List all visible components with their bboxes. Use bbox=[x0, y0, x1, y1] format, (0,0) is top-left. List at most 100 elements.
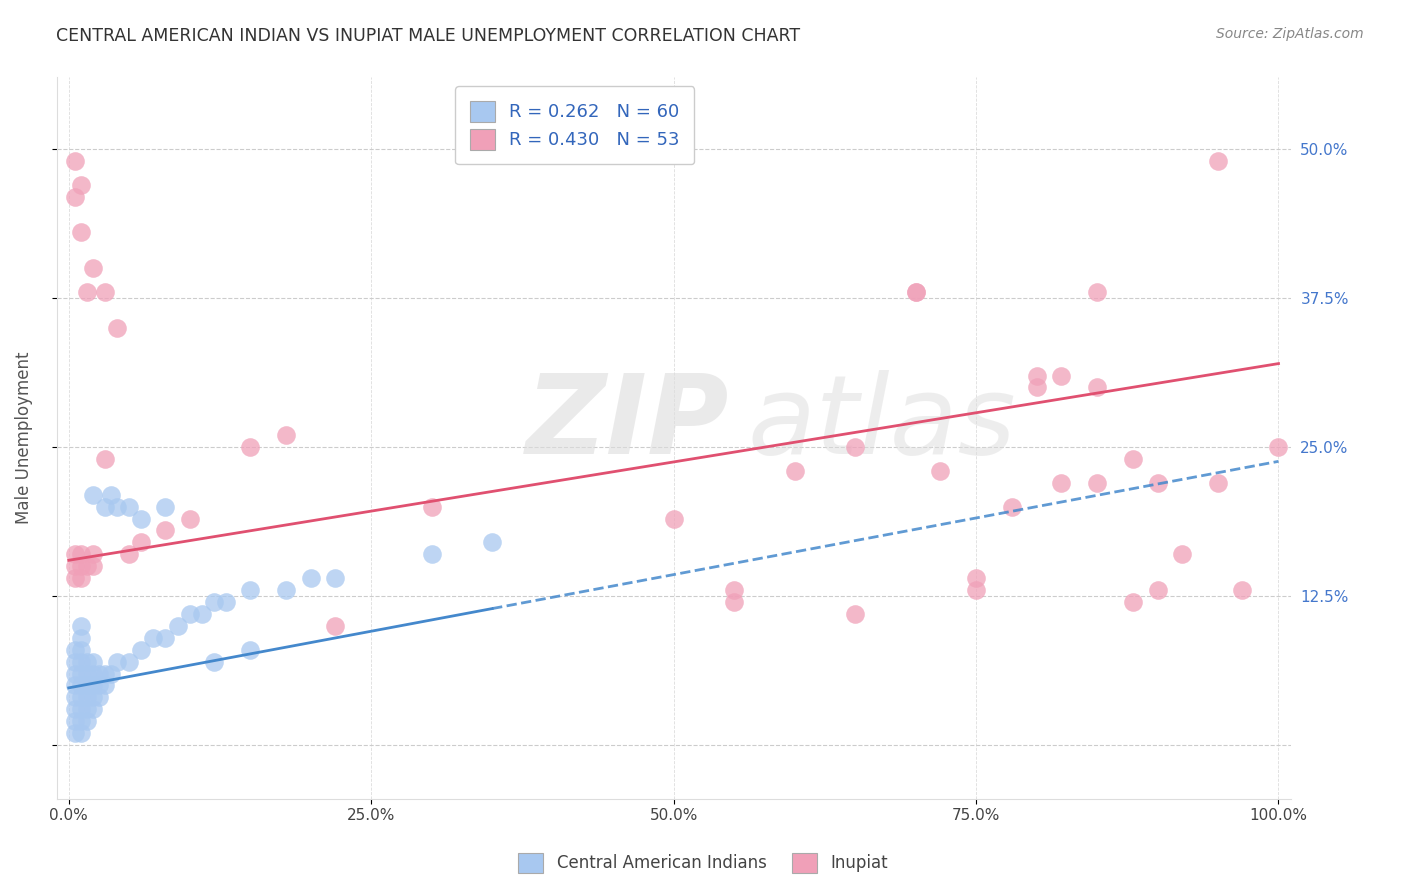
Point bbox=[94, 285, 117, 299]
Point bbox=[1049, 475, 1071, 490]
Point bbox=[69, 655, 91, 669]
Point bbox=[100, 488, 122, 502]
Point bbox=[94, 678, 117, 692]
Point bbox=[1170, 547, 1192, 561]
Point bbox=[69, 726, 91, 740]
Point bbox=[82, 690, 104, 705]
Point bbox=[63, 666, 86, 681]
Point bbox=[82, 261, 104, 276]
Point bbox=[63, 189, 86, 203]
Point bbox=[179, 511, 201, 525]
Point bbox=[1146, 475, 1168, 490]
Point bbox=[202, 595, 225, 609]
Text: CENTRAL AMERICAN INDIAN VS INUPIAT MALE UNEMPLOYMENT CORRELATION CHART: CENTRAL AMERICAN INDIAN VS INUPIAT MALE … bbox=[56, 27, 800, 45]
Text: Source: ZipAtlas.com: Source: ZipAtlas.com bbox=[1216, 27, 1364, 41]
Point bbox=[63, 559, 86, 574]
Point bbox=[118, 547, 141, 561]
Point bbox=[87, 690, 110, 705]
Point bbox=[63, 702, 86, 716]
Point bbox=[69, 642, 91, 657]
Point bbox=[82, 666, 104, 681]
Point bbox=[82, 655, 104, 669]
Point bbox=[1025, 380, 1047, 394]
Point bbox=[105, 655, 128, 669]
Point bbox=[69, 226, 91, 240]
Point bbox=[76, 678, 98, 692]
Point bbox=[844, 440, 866, 454]
Point bbox=[1206, 475, 1229, 490]
Point bbox=[239, 642, 262, 657]
Point bbox=[276, 583, 298, 598]
Point bbox=[63, 571, 86, 585]
Point bbox=[420, 547, 443, 561]
Point bbox=[844, 607, 866, 621]
Point bbox=[1146, 583, 1168, 598]
Point bbox=[928, 464, 950, 478]
Point bbox=[1122, 452, 1144, 467]
Point bbox=[63, 678, 86, 692]
Point bbox=[202, 655, 225, 669]
Point bbox=[82, 559, 104, 574]
Point bbox=[76, 655, 98, 669]
Point bbox=[179, 607, 201, 621]
Point bbox=[82, 547, 104, 561]
Point bbox=[1267, 440, 1289, 454]
Point bbox=[1085, 475, 1108, 490]
Point bbox=[69, 571, 91, 585]
Point bbox=[904, 285, 927, 299]
Point bbox=[323, 571, 346, 585]
Point bbox=[82, 702, 104, 716]
Point bbox=[100, 666, 122, 681]
Point bbox=[129, 642, 152, 657]
Point bbox=[783, 464, 806, 478]
Point bbox=[76, 702, 98, 716]
Legend: R = 0.262   N = 60, R = 0.430   N = 53: R = 0.262 N = 60, R = 0.430 N = 53 bbox=[456, 87, 695, 164]
Point bbox=[69, 631, 91, 645]
Point bbox=[63, 655, 86, 669]
Point bbox=[94, 500, 117, 514]
Point bbox=[76, 714, 98, 729]
Point bbox=[965, 583, 987, 598]
Point bbox=[420, 500, 443, 514]
Point bbox=[63, 547, 86, 561]
Point bbox=[1025, 368, 1047, 383]
Point bbox=[965, 571, 987, 585]
Point bbox=[239, 583, 262, 598]
Point bbox=[69, 714, 91, 729]
Point bbox=[299, 571, 322, 585]
Text: ZIP: ZIP bbox=[526, 370, 730, 477]
Point bbox=[94, 452, 117, 467]
Point bbox=[904, 285, 927, 299]
Point bbox=[166, 619, 188, 633]
Point bbox=[1001, 500, 1024, 514]
Legend: Central American Indians, Inupiat: Central American Indians, Inupiat bbox=[512, 847, 894, 880]
Point bbox=[1232, 583, 1254, 598]
Point bbox=[63, 714, 86, 729]
Point bbox=[82, 678, 104, 692]
Point bbox=[105, 500, 128, 514]
Point bbox=[94, 666, 117, 681]
Text: atlas: atlas bbox=[748, 370, 1017, 477]
Point bbox=[69, 178, 91, 192]
Point bbox=[1122, 595, 1144, 609]
Point bbox=[142, 631, 165, 645]
Point bbox=[662, 511, 685, 525]
Point bbox=[129, 511, 152, 525]
Point bbox=[87, 666, 110, 681]
Point bbox=[76, 559, 98, 574]
Point bbox=[118, 655, 141, 669]
Point bbox=[105, 321, 128, 335]
Point bbox=[129, 535, 152, 549]
Point bbox=[155, 631, 177, 645]
Point bbox=[1085, 380, 1108, 394]
Point bbox=[215, 595, 238, 609]
Point bbox=[723, 583, 745, 598]
Point bbox=[63, 726, 86, 740]
Point bbox=[155, 500, 177, 514]
Point bbox=[82, 488, 104, 502]
Point bbox=[87, 678, 110, 692]
Point bbox=[191, 607, 214, 621]
Point bbox=[63, 642, 86, 657]
Point bbox=[69, 547, 91, 561]
Point bbox=[69, 619, 91, 633]
